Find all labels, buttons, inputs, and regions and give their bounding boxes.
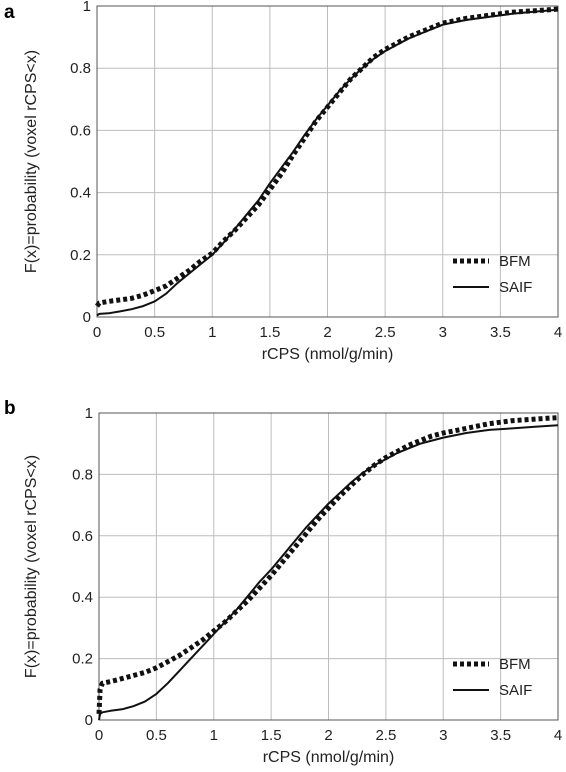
series-line-bfm: [94, 6, 559, 308]
x-tick-label: 1.5: [259, 324, 280, 341]
series-line-saif: [96, 8, 559, 317]
legend-label-saif: SAIF: [499, 682, 532, 699]
x-tick-label: 3.5: [490, 324, 511, 341]
y-tick-label: 0.6: [70, 122, 91, 139]
legend-label-saif: SAIF: [499, 279, 532, 296]
y-tick-label: 0: [83, 309, 91, 326]
y-axis-label: F(x)=probability (voxel rCPS<x): [23, 455, 40, 678]
grid-lines: [96, 5, 559, 318]
series-line-bfm: [96, 415, 559, 715]
chart-panel-a: a 0 0.5 1 1.5 2 2.5 3 3.5 4 0 0.2 0.4 0.6 0.8 1 rCPS (n…: [4, 0, 562, 363]
x-tick-label: 0: [95, 727, 103, 744]
plot-frame: [96, 5, 559, 318]
x-tick-label: 4: [554, 727, 562, 744]
x-tick-label: 1: [210, 727, 218, 744]
legend: BFM SAIF: [453, 656, 532, 699]
y-tick-label: 1: [85, 405, 93, 422]
panel-label-a: a: [4, 2, 15, 23]
y-tick-label: 0.6: [72, 528, 93, 545]
y-tick-label: 0.8: [70, 60, 91, 77]
legend: BFM SAIF: [453, 253, 532, 296]
chart-panel-b: b 0 0.5 1 1.5 2 2.5 3 3.5 4 0 0.2 0.4 0.6 0.8 1 rCPS (n…: [0, 386, 566, 772]
y-tick-label: 0.4: [72, 589, 93, 606]
x-axis-label: rCPS (nmol/g/min): [263, 749, 395, 766]
y-tick-label: 0.4: [70, 185, 91, 202]
x-tick-label: 2: [324, 727, 332, 744]
x-tick-label: 1.5: [261, 727, 282, 744]
y-tick-label: 0.2: [70, 247, 91, 264]
chart-a: 0 0.5 1 1.5 2 2.5 3 3.5 4 0 0.2 0.4 0.6 0.8 1 rCPS (nmo…: [23, 0, 562, 363]
x-tick-label: 0.5: [146, 727, 167, 744]
y-tick-label: 0.8: [72, 466, 93, 483]
series-line-saif: [98, 424, 559, 721]
x-axis-label: rCPS (nmol/g/min): [262, 346, 394, 363]
grid-lines: [98, 412, 559, 721]
x-tick-label: 2.5: [375, 324, 396, 341]
x-tick-label: 0.5: [144, 324, 165, 341]
panel-label-b: b: [4, 398, 16, 419]
x-tick-label: 4: [554, 324, 562, 341]
y-axis-label: F(x)=probability (voxel rCPS<x): [23, 50, 40, 273]
y-tick-label: 1: [83, 0, 91, 15]
x-tick-label: 3.5: [490, 727, 511, 744]
x-tick-label: 2.5: [375, 727, 396, 744]
x-tick-label: 1: [208, 324, 216, 341]
y-tick-label: 0.2: [72, 651, 93, 668]
x-tick-label: 3: [439, 727, 447, 744]
chart-b: 0 0.5 1 1.5 2 2.5 3 3.5 4 0 0.2 0.4 0.6 0.8 1 rCPS (nmo…: [23, 405, 562, 766]
legend-label-bfm: BFM: [499, 656, 531, 673]
y-tick-label: 0: [85, 712, 93, 729]
plot-frame: [98, 412, 559, 721]
x-tick-label: 2: [323, 324, 331, 341]
x-tick-label: 0: [93, 324, 101, 341]
x-tick-label: 3: [439, 324, 447, 341]
legend-label-bfm: BFM: [499, 253, 531, 270]
